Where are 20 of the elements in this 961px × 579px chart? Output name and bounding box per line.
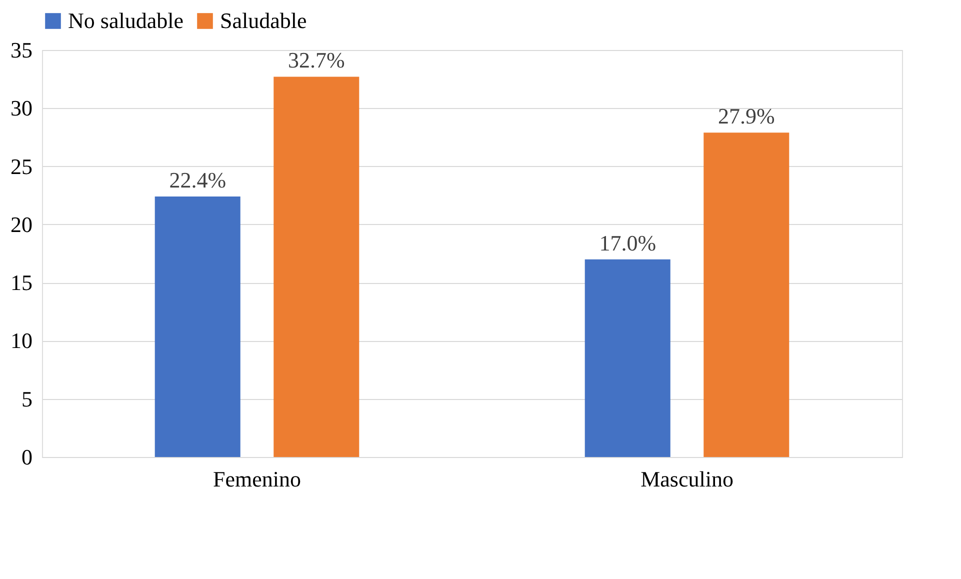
y-tick-label: 20: [10, 212, 32, 237]
y-tick-label: 35: [10, 38, 32, 62]
data-label: 27.9%: [718, 104, 775, 129]
x-tick-label: Masculino: [640, 466, 734, 492]
legend-label: Saludable: [220, 8, 307, 33]
y-tick-label: 0: [22, 444, 32, 470]
data-label: 32.7%: [288, 48, 345, 73]
data-label: 17.0%: [599, 230, 656, 256]
bar: [584, 259, 670, 457]
x-tick-label: Femenino: [213, 466, 301, 492]
y-tick-label: 5: [22, 386, 32, 412]
y-tick-label: 15: [10, 270, 32, 296]
legend-label: No saludable: [68, 8, 184, 33]
y-tick-label: 25: [10, 154, 32, 179]
y-tick-label: 30: [10, 96, 32, 121]
y-tick-label: 10: [10, 328, 32, 354]
bar: [154, 196, 240, 457]
bar: [704, 132, 790, 457]
bar: [274, 76, 360, 457]
data-label: 22.4%: [169, 168, 226, 193]
